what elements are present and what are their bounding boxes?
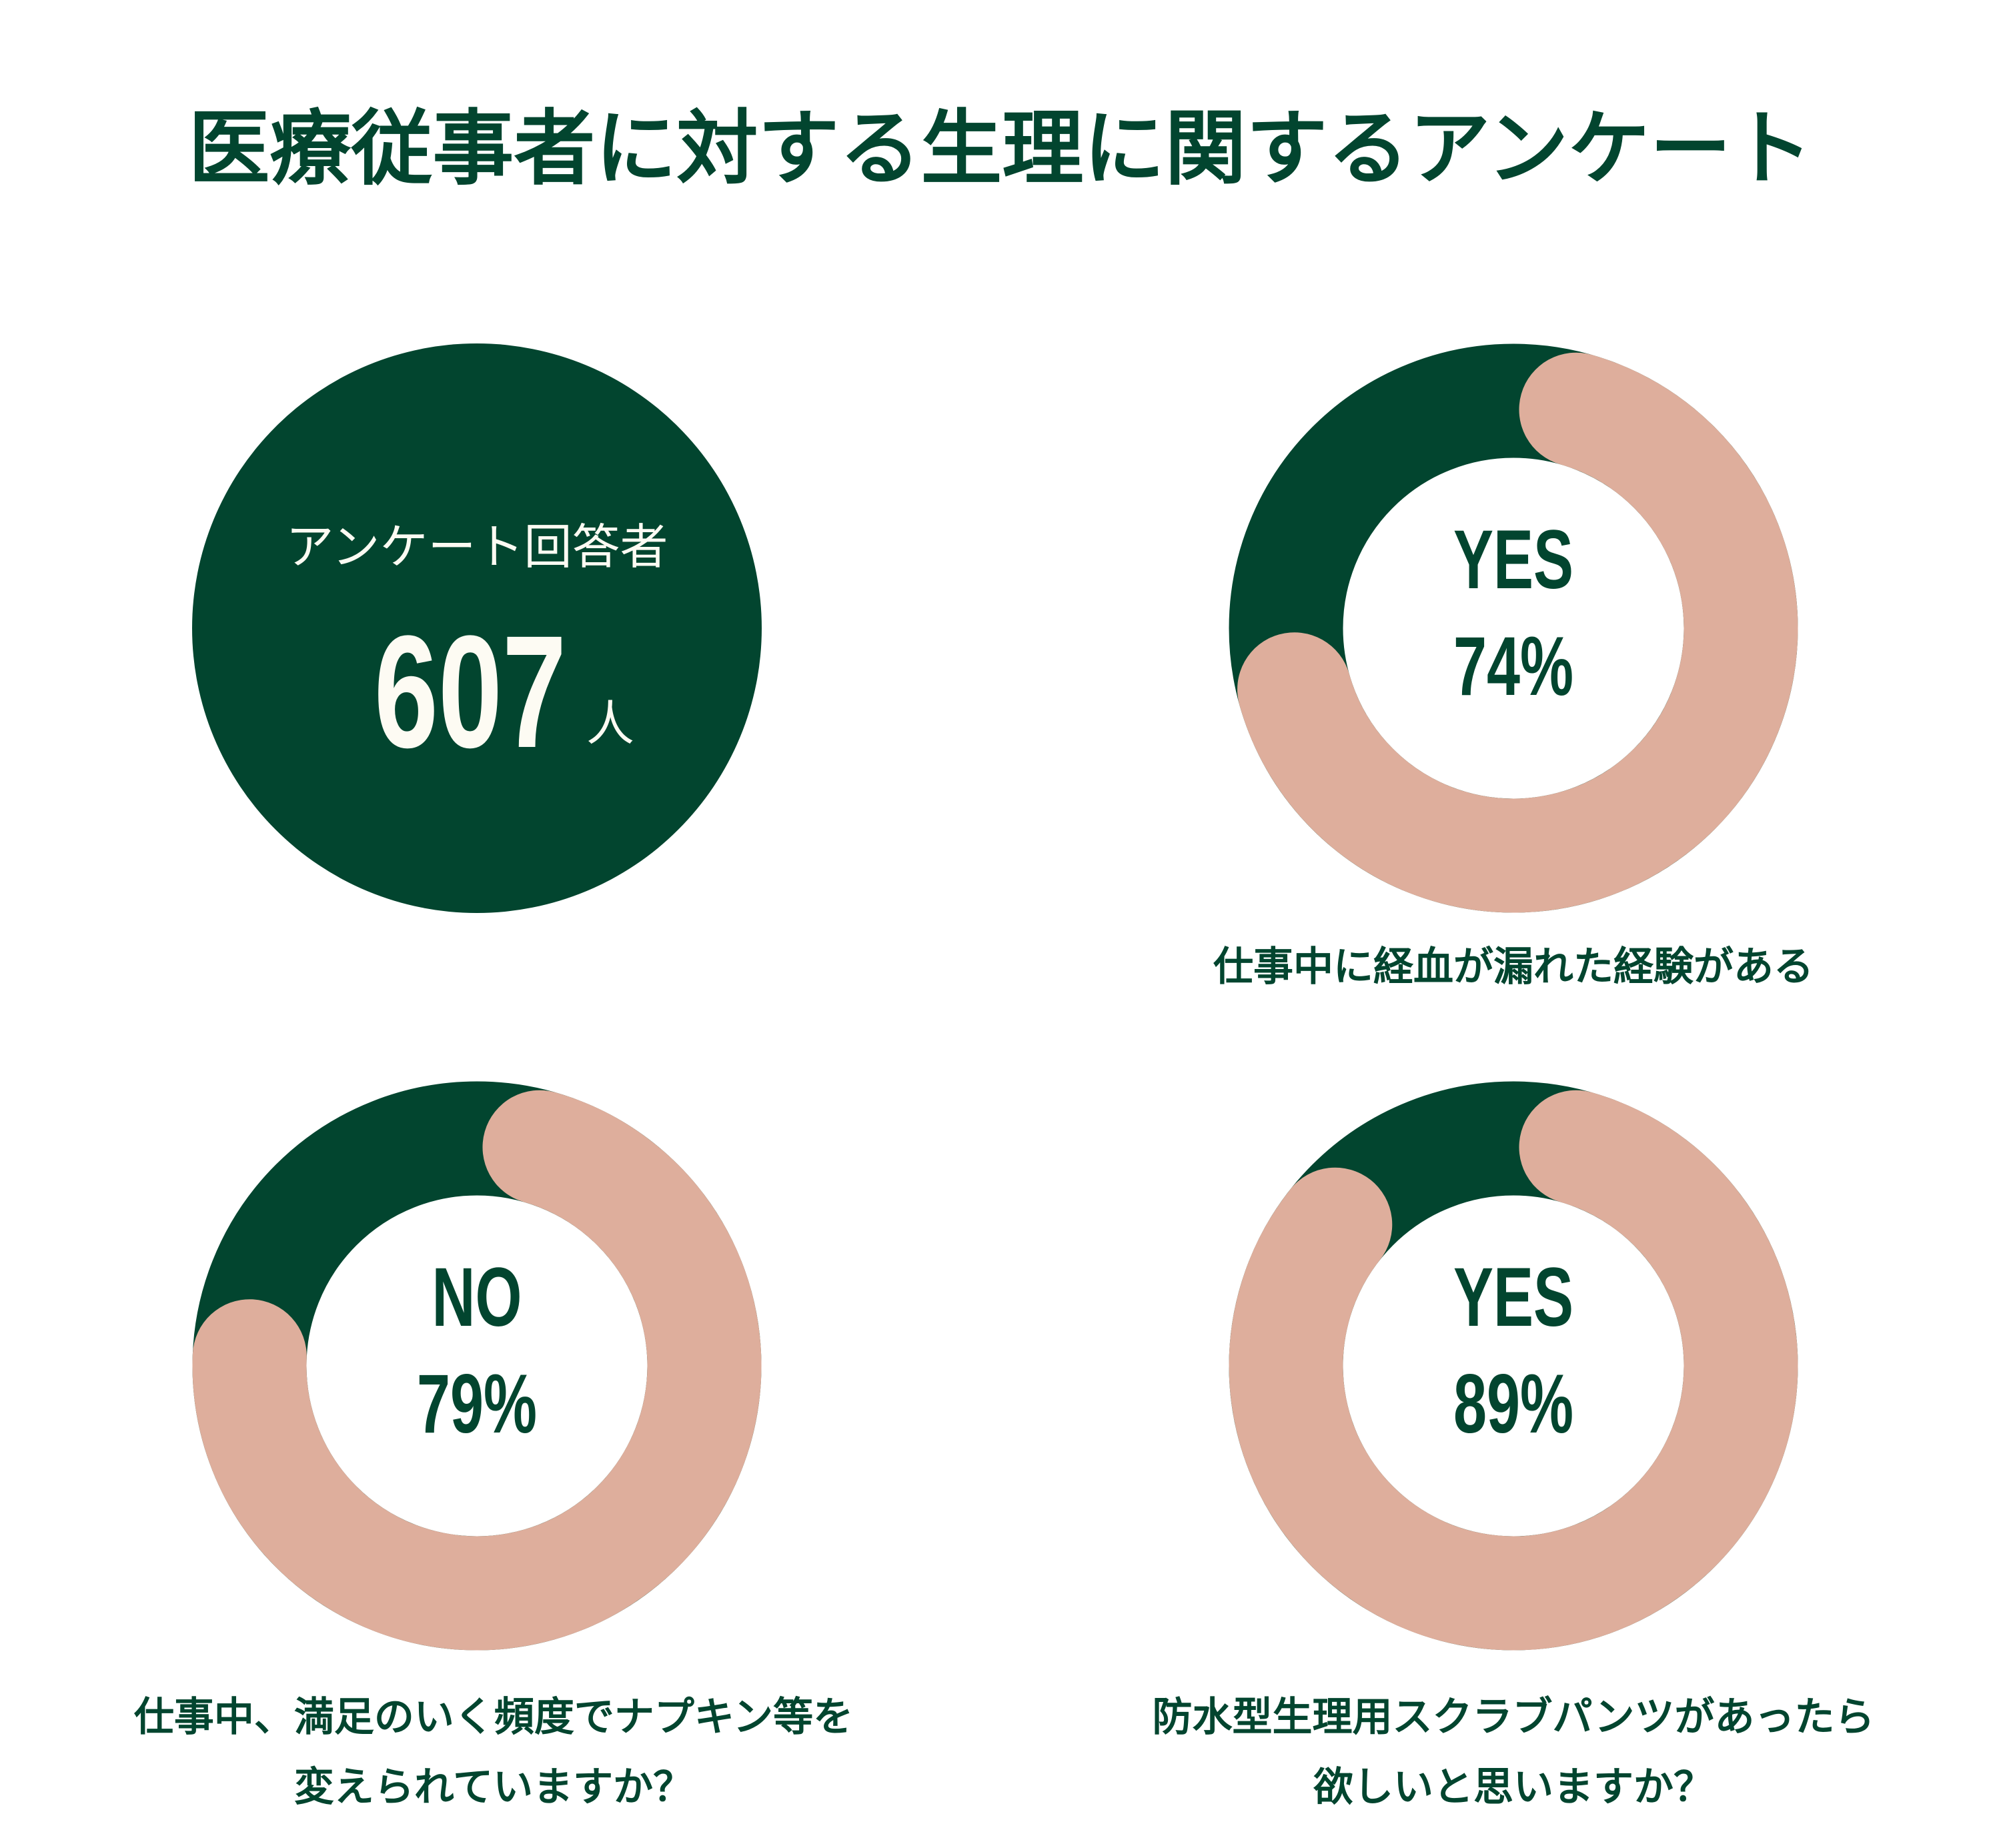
donut-caption-line: 防水型生理用スクラブパンツがあったら — [1153, 1694, 1875, 1741]
donut-caption-line: 欲しいと思いますか？ — [1313, 1764, 1714, 1811]
donut-value-arc — [192, 1090, 762, 1651]
respondents-count: 607 — [374, 603, 566, 781]
donut-answer-label: NO — [432, 1251, 522, 1344]
donut-value-arc — [1237, 352, 1798, 913]
respondents-unit: 人 — [586, 696, 634, 752]
donut-caption-line: 変えられていますか？ — [294, 1764, 693, 1811]
donut-caption-line: 仕事中に経血が漏れた経験がある — [1213, 944, 1814, 990]
donut-percent-label: 74% — [1453, 620, 1573, 714]
respondents-bg — [192, 343, 762, 913]
donut-percent-label: 79% — [417, 1358, 537, 1451]
donut-answer-label: YES — [1453, 514, 1573, 607]
donut-caption-line: 仕事中、満足のいく頻度でナプキン等を — [134, 1694, 853, 1741]
donut-answer-label: YES — [1453, 1251, 1573, 1344]
donut-chart-1: YES 74% 仕事中に経血が漏れた経験がある — [1213, 343, 1814, 990]
page-title: 医療従事者に対する生理に関するアンケート — [188, 101, 1812, 196]
respondents-label: アンケート回答者 — [285, 519, 668, 575]
respondents-circle: アンケート回答者 607 人 — [192, 343, 762, 913]
donut-value-arc — [1229, 1090, 1798, 1651]
donut-percent-label: 89% — [1453, 1358, 1573, 1451]
